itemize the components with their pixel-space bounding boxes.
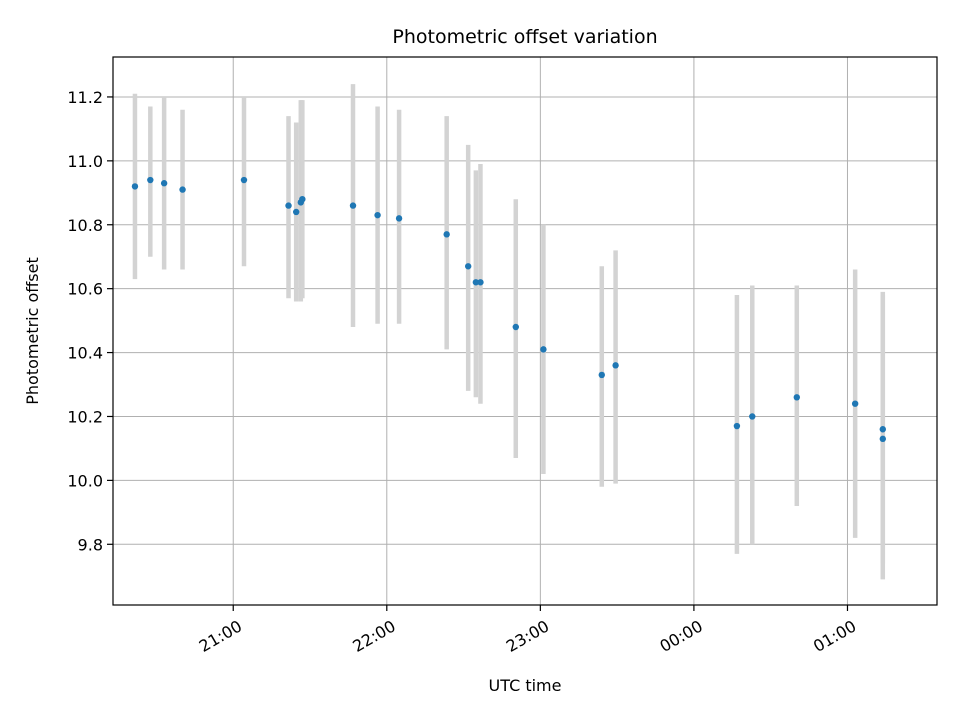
data-point [299,195,306,203]
y-tick-label: 10.6 [67,280,103,299]
data-point [879,426,886,433]
data-point [749,413,756,420]
y-tick-label: 10.8 [67,216,103,235]
plot-frame [112,56,938,606]
data-point [851,400,859,407]
data-point [131,183,139,190]
data-point [879,435,886,443]
y-tick-label: 11.2 [67,88,103,107]
data-point [612,362,619,369]
data-point [477,279,484,286]
point-layer [131,176,886,443]
y-tick-label: 10.4 [67,344,103,363]
data-point [292,208,300,216]
x-axis-label: UTC time [489,676,562,695]
data-point [598,371,605,379]
data-point [793,394,801,401]
data-point [147,176,154,184]
grid-layer [113,57,937,605]
y-tick-label: 11.0 [67,152,103,171]
data-point [285,202,292,209]
y-axis-label: Photometric offset [23,257,42,405]
data-point [349,202,357,209]
data-point [733,422,741,430]
data-point [374,211,381,219]
data-point [240,176,248,184]
y-tick-label: 10.0 [67,471,103,490]
data-point [472,279,480,286]
data-point [540,346,547,353]
chart-title: Photometric offset variation [392,26,657,48]
data-point [443,231,450,238]
y-tick-label: 9.8 [78,535,103,554]
data-point [512,323,519,331]
y-tick-label: 10.2 [67,407,103,426]
data-point [179,186,186,193]
data-point [160,180,168,187]
data-point [464,263,472,270]
data-point [395,215,403,222]
